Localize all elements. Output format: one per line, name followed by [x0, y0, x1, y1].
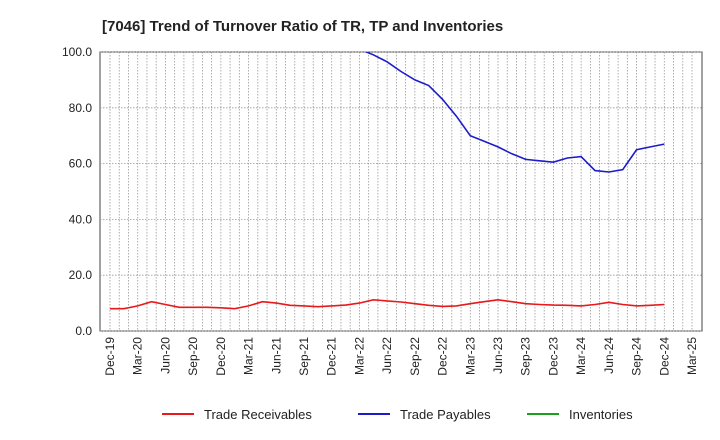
x-tick-label: Sep-20 [186, 337, 200, 376]
x-tick-label: Jun-24 [602, 337, 616, 374]
x-tick-label: Dec-22 [436, 337, 450, 376]
x-tick-label: Sep-21 [297, 337, 311, 376]
y-tick-label: 100.0 [62, 45, 92, 59]
horizontal-gridlines [100, 51, 702, 332]
x-tick-label: Jun-22 [380, 337, 394, 374]
x-tick-label: Dec-19 [103, 337, 117, 376]
chart-title: [7046] Trend of Turnover Ratio of TR, TP… [102, 18, 503, 35]
y-tick-label: 20.0 [69, 268, 93, 282]
series-lines [110, 52, 665, 310]
legend-label: Trade Receivables [204, 407, 312, 422]
x-tick-label: Mar-21 [242, 337, 256, 375]
x-tick-label: Mar-20 [131, 337, 145, 375]
y-axis-tick-labels: 0.0 20.0 40.0 60.0 80.0 100.0 [62, 45, 92, 338]
x-tick-label: Jun-23 [491, 337, 505, 374]
series-line-0 [110, 298, 665, 310]
y-tick-label: 80.0 [69, 101, 93, 115]
legend-label: Trade Payables [400, 407, 491, 422]
x-tick-label: Dec-23 [546, 337, 560, 376]
vertical-gridlines [109, 52, 693, 331]
x-tick-label: Sep-24 [630, 337, 644, 376]
x-tick-label: Dec-20 [214, 337, 228, 376]
y-tick-label: 40.0 [69, 212, 93, 226]
x-tick-label: Mar-23 [463, 337, 477, 375]
x-tick-label: Dec-21 [325, 337, 339, 376]
x-tick-label: Mar-22 [352, 337, 366, 375]
legend-label: Inventories [569, 407, 633, 422]
x-tick-label: Mar-25 [685, 337, 699, 375]
y-tick-label: 0.0 [75, 324, 92, 338]
legend: Trade Receivables Trade Payables Inventori… [162, 407, 633, 422]
x-tick-label: Jun-21 [269, 337, 283, 374]
plot-area [99, 51, 703, 332]
x-tick-label: Sep-22 [408, 337, 422, 376]
x-tick-label: Sep-23 [519, 337, 533, 376]
x-tick-label: Dec-24 [657, 337, 671, 376]
x-tick-label: Jun-20 [158, 337, 172, 374]
series-line-1 [364, 52, 665, 173]
x-tick-label: Mar-24 [574, 337, 588, 375]
y-tick-label: 60.0 [69, 157, 93, 171]
x-axis-tick-labels: Dec-19 Mar-20 Jun-20 Sep-20 Dec-20 Mar-21 Jun-… [103, 337, 699, 376]
